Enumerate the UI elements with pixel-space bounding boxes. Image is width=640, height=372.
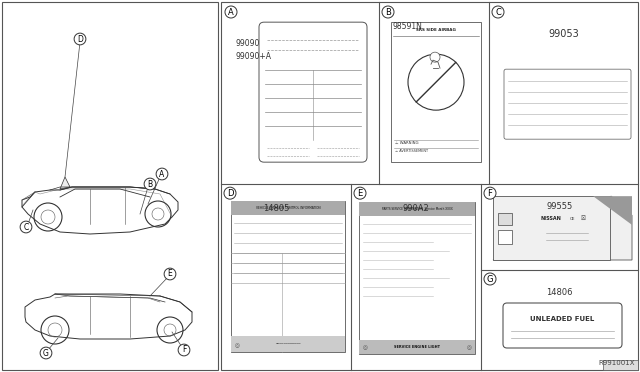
- Text: ⚠ WARNING: ⚠ WARNING: [395, 141, 419, 145]
- Text: D: D: [227, 189, 233, 198]
- Text: VEHICLE EMISSION CONTROL INFORMATION: VEHICLE EMISSION CONTROL INFORMATION: [256, 206, 320, 210]
- Text: 99555: 99555: [547, 202, 573, 211]
- Text: 98591N: 98591N: [393, 22, 423, 31]
- Text: NISSAN: NISSAN: [541, 216, 562, 221]
- FancyBboxPatch shape: [259, 22, 367, 162]
- Bar: [359, 202, 475, 216]
- Bar: [498, 230, 512, 244]
- Bar: [221, 2, 638, 370]
- FancyBboxPatch shape: [504, 69, 631, 139]
- Text: ☒: ☒: [580, 216, 586, 221]
- Text: CE: CE: [570, 217, 575, 221]
- Text: R991001X: R991001X: [598, 360, 635, 366]
- Text: SERVICE ENGINE LIGHT: SERVICE ENGINE LIGHT: [394, 345, 440, 349]
- Text: A: A: [228, 7, 234, 16]
- Text: ⚠ AVERTISSEMENT: ⚠ AVERTISSEMENT: [395, 149, 428, 153]
- Text: E: E: [357, 189, 363, 198]
- Text: B: B: [147, 180, 152, 189]
- Bar: [2, 2, 218, 370]
- Bar: [359, 202, 475, 354]
- Text: C: C: [495, 7, 501, 16]
- Text: G: G: [487, 275, 493, 283]
- Text: 14805: 14805: [263, 204, 289, 213]
- Polygon shape: [603, 360, 638, 370]
- Text: G: G: [43, 349, 49, 357]
- Text: B: B: [385, 7, 391, 16]
- Text: 99090
99090+A: 99090 99090+A: [236, 39, 272, 61]
- Bar: [231, 201, 345, 215]
- Text: ◎: ◎: [363, 346, 368, 350]
- Text: D: D: [77, 35, 83, 44]
- Text: 99053: 99053: [548, 29, 579, 39]
- Bar: [231, 201, 345, 352]
- Text: 14806: 14806: [547, 288, 573, 297]
- Bar: [231, 336, 345, 352]
- Polygon shape: [593, 196, 632, 225]
- Text: C: C: [24, 222, 29, 231]
- Text: UNLEADED FUEL: UNLEADED FUEL: [531, 316, 595, 322]
- Text: F: F: [488, 189, 492, 198]
- Bar: [493, 196, 610, 260]
- Polygon shape: [60, 177, 70, 189]
- Text: ◎: ◎: [467, 346, 471, 350]
- FancyBboxPatch shape: [503, 303, 622, 348]
- Text: F: F: [182, 346, 186, 355]
- Text: ────────────: ────────────: [275, 342, 301, 346]
- Text: 990A2: 990A2: [403, 204, 429, 213]
- Circle shape: [430, 52, 440, 62]
- Text: E: E: [168, 269, 172, 279]
- Bar: [359, 340, 475, 354]
- Polygon shape: [493, 196, 632, 260]
- Text: PARTS SERVICE INFORMATION  Service Month XXXX: PARTS SERVICE INFORMATION Service Month …: [381, 207, 452, 211]
- Bar: [498, 213, 512, 225]
- Bar: [391, 22, 481, 162]
- Text: A: A: [159, 170, 164, 179]
- Text: ◎: ◎: [235, 343, 240, 349]
- Text: SRS SIDE AIRBAG: SRS SIDE AIRBAG: [416, 28, 456, 32]
